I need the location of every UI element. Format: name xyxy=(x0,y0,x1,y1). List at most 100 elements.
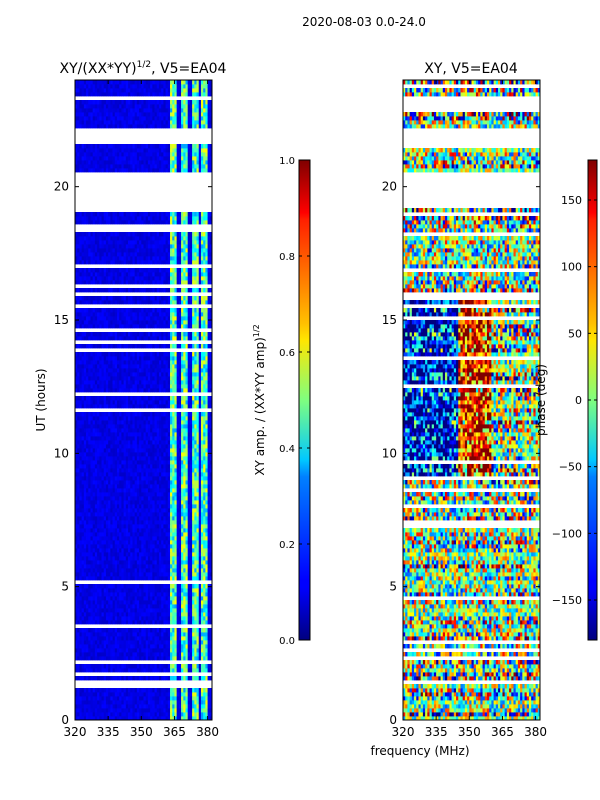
heatmap-cell xyxy=(165,596,169,601)
heatmap-cell xyxy=(181,552,184,557)
heatmap-cell xyxy=(97,688,100,693)
heatmap-cell xyxy=(79,500,83,505)
heatmap-cell xyxy=(178,468,182,473)
heatmap-cell xyxy=(88,444,91,449)
heatmap-cell xyxy=(170,452,173,457)
heatmap-cell xyxy=(139,516,142,521)
heatmap-cell xyxy=(165,516,169,521)
heatmap-cell xyxy=(83,444,87,449)
heatmap-cell xyxy=(119,648,122,653)
heatmap-cell xyxy=(154,600,158,605)
heatmap-cell xyxy=(154,572,158,577)
heatmap-cell xyxy=(134,452,138,457)
heatmap-cell xyxy=(163,600,166,605)
heatmap-cell xyxy=(79,544,83,549)
heatmap-cell xyxy=(161,416,164,421)
heatmap-cell xyxy=(150,600,153,605)
heatmap-cell xyxy=(145,712,149,717)
heatmap-cell xyxy=(92,540,96,545)
heatmap-cell xyxy=(150,424,153,429)
heatmap-cell xyxy=(112,676,116,681)
heatmap-cell xyxy=(83,500,87,505)
heatmap-cell xyxy=(79,388,83,393)
heatmap-cell xyxy=(92,564,96,569)
heatmap-cell xyxy=(79,524,83,529)
heatmap-cell xyxy=(105,460,109,465)
heatmap-cell xyxy=(187,476,191,481)
heatmap-cell xyxy=(150,448,153,453)
heatmap-cell xyxy=(178,588,182,593)
heatmap-cell xyxy=(200,568,204,573)
heatmap-cell xyxy=(105,564,109,569)
heatmap-cell xyxy=(125,560,129,565)
heatmap-cell xyxy=(110,432,113,437)
heatmap-cell xyxy=(174,508,178,513)
heatmap-cell xyxy=(119,704,122,709)
heatmap-cell xyxy=(97,536,100,541)
heatmap-cell xyxy=(114,632,118,637)
heatmap-cell xyxy=(88,520,91,525)
heatmap-cell xyxy=(176,508,180,513)
heatmap-cell xyxy=(110,504,113,509)
heatmap-cell xyxy=(114,384,118,389)
heatmap-cell xyxy=(176,628,180,633)
heatmap-cell xyxy=(121,456,125,461)
heatmap-cell xyxy=(92,412,96,417)
heatmap-cell xyxy=(154,552,158,557)
heatmap-cell xyxy=(198,404,202,409)
heatmap-cell xyxy=(77,464,80,469)
heatmap-cell xyxy=(110,436,113,441)
heatmap-cell xyxy=(152,556,155,561)
heatmap-cell xyxy=(97,516,100,521)
heatmap-cell xyxy=(94,512,98,517)
heatmap-cell xyxy=(189,420,193,425)
heatmap-cell xyxy=(132,708,136,713)
heatmap-cell xyxy=(172,676,175,681)
heatmap-cell xyxy=(101,540,105,545)
heatmap-cell xyxy=(172,464,175,469)
heatmap-cell xyxy=(192,600,195,605)
heatmap-cell xyxy=(181,612,184,617)
heatmap-cell xyxy=(145,664,149,669)
heatmap-cell xyxy=(200,700,204,705)
heatmap-cell xyxy=(110,488,113,493)
heatmap-cell xyxy=(143,388,147,393)
heatmap-cell xyxy=(99,472,102,477)
heatmap-cell xyxy=(86,456,89,461)
heatmap-cell xyxy=(194,712,197,717)
heatmap-cell xyxy=(99,368,102,373)
heatmap-cell xyxy=(174,536,178,541)
heatmap-cell xyxy=(176,512,180,517)
heatmap-cell xyxy=(136,388,140,393)
heatmap-cell xyxy=(167,436,171,441)
heatmap-cell xyxy=(128,460,131,465)
heatmap-cell xyxy=(114,520,118,525)
heatmap-cell xyxy=(158,444,162,449)
heatmap-cell xyxy=(121,696,125,701)
heatmap-cell xyxy=(170,556,173,561)
heatmap-cell xyxy=(152,664,155,669)
heatmap-cell xyxy=(196,368,200,373)
heatmap-cell xyxy=(103,620,107,625)
heatmap-cell xyxy=(105,652,109,657)
heatmap-cell xyxy=(125,448,129,453)
heatmap-cell xyxy=(75,700,78,705)
heatmap-cell xyxy=(125,592,129,597)
heatmap-cell xyxy=(152,504,155,509)
heatmap-cell xyxy=(185,436,189,441)
heatmap-cell xyxy=(158,636,162,641)
heatmap-cell xyxy=(192,528,195,533)
heatmap-cell xyxy=(143,704,147,709)
heatmap-cell xyxy=(88,368,91,373)
heatmap-cell xyxy=(183,452,186,457)
heatmap-cell xyxy=(123,548,127,553)
heatmap-cell xyxy=(198,572,202,577)
heatmap-cell xyxy=(75,532,78,537)
heatmap-cell xyxy=(207,576,211,581)
heatmap-cell xyxy=(90,712,94,717)
heatmap-cell xyxy=(198,388,202,393)
heatmap-cell xyxy=(203,536,206,541)
heatmap-cell xyxy=(196,612,200,617)
heatmap-cell xyxy=(141,548,144,553)
heatmap-cell xyxy=(147,664,151,669)
